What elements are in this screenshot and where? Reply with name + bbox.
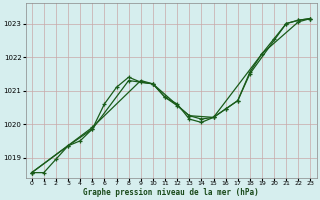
- X-axis label: Graphe pression niveau de la mer (hPa): Graphe pression niveau de la mer (hPa): [83, 188, 259, 197]
